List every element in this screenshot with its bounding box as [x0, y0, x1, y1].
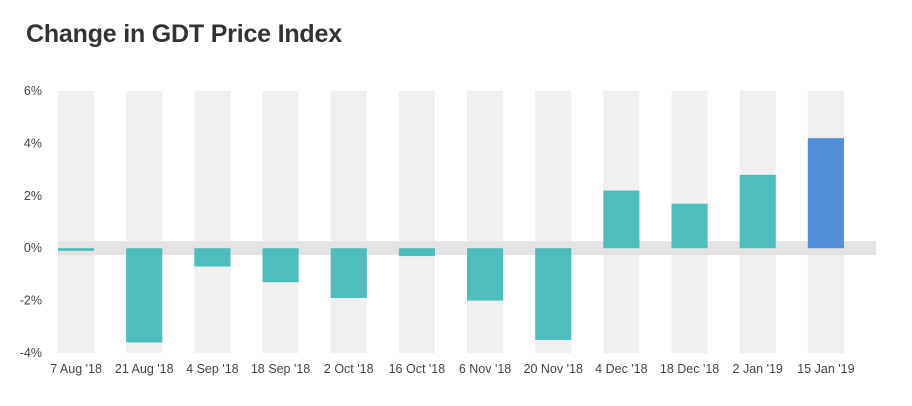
bar-5[interactable] [398, 248, 435, 257]
y-axis: 6% 4% 2% 0% -2% -4% [20, 84, 42, 360]
bar-9[interactable] [671, 203, 708, 249]
band-2 [194, 91, 231, 353]
x-tick-label: 18 Dec '18 [660, 362, 719, 376]
background-bands [58, 91, 844, 353]
band-3 [262, 91, 299, 353]
bar-4[interactable] [330, 248, 367, 298]
bar-3[interactable] [262, 248, 299, 283]
x-tick-label: 15 Jan '19 [797, 362, 854, 376]
y-tick-label: -2% [20, 294, 42, 308]
x-tick-label: 20 Nov '18 [524, 362, 583, 376]
bars [58, 138, 844, 343]
x-tick-label: 2 Oct '18 [324, 362, 374, 376]
y-tick-label: 0% [24, 241, 42, 255]
band-4 [330, 91, 367, 353]
bar-7[interactable] [535, 248, 572, 340]
x-tick-label: 18 Sep '18 [251, 362, 310, 376]
x-tick-label: 16 Oct '18 [389, 362, 446, 376]
x-axis: 7 Aug '18 21 Aug '18 4 Sep '18 18 Sep '18 2 … [50, 362, 854, 376]
y-tick-label: 2% [24, 189, 42, 203]
bar-2[interactable] [194, 248, 231, 267]
band-5 [398, 91, 435, 353]
bar-1[interactable] [126, 248, 163, 343]
bar-11[interactable] [807, 138, 844, 249]
x-tick-label: 2 Jan '19 [733, 362, 783, 376]
x-tick-label: 21 Aug '18 [115, 362, 174, 376]
bar-0[interactable] [58, 248, 95, 251]
x-tick-label: 4 Sep '18 [186, 362, 238, 376]
band-6 [467, 91, 504, 353]
bar-6[interactable] [467, 248, 504, 301]
x-tick-label: 7 Aug '18 [50, 362, 102, 376]
bar-10[interactable] [739, 174, 776, 249]
bar-8[interactable] [603, 190, 640, 249]
x-tick-label: 6 Nov '18 [459, 362, 511, 376]
y-tick-label: 4% [24, 136, 42, 150]
x-tick-label: 4 Dec '18 [595, 362, 647, 376]
y-tick-label: -4% [20, 346, 42, 360]
y-tick-label: 6% [24, 84, 42, 98]
band-0 [58, 91, 95, 353]
chart-title: Change in GDT Price Index [26, 20, 342, 48]
